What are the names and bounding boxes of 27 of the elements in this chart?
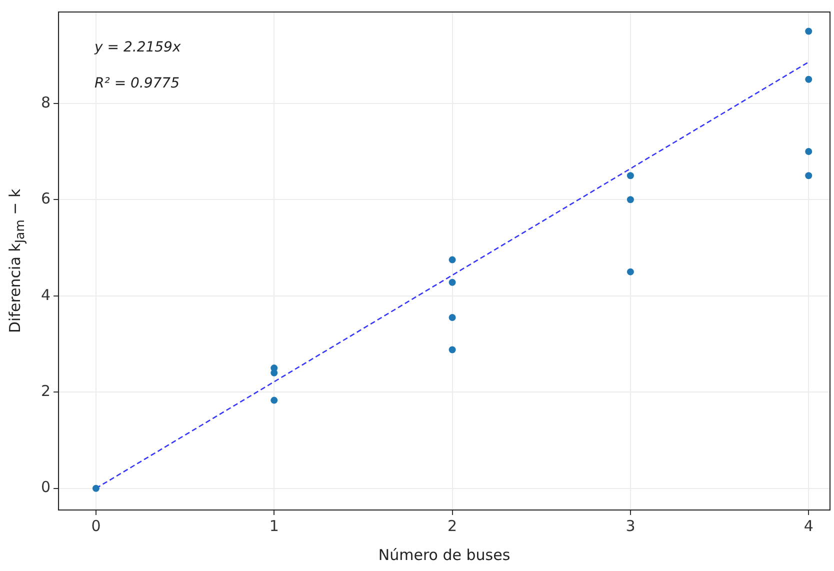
- point: [448, 314, 456, 322]
- point: [92, 484, 100, 492]
- y-tick-label: 4: [40, 286, 51, 304]
- x-axis-title: Número de buses: [378, 546, 510, 564]
- y-tick-label: 0: [40, 478, 51, 496]
- point: [626, 196, 634, 204]
- x-tick-label: 0: [91, 516, 101, 535]
- annotation: R² = 0.9775: [94, 76, 180, 92]
- point: [626, 268, 634, 276]
- point: [448, 256, 456, 264]
- point: [448, 346, 456, 354]
- point: [270, 369, 278, 376]
- x-tick-label: 4: [804, 516, 814, 535]
- point: [805, 148, 812, 156]
- point: [626, 172, 634, 180]
- annotation: y = 2.2159x: [94, 40, 182, 56]
- point: [270, 396, 278, 404]
- point: [448, 278, 456, 286]
- point: [805, 172, 812, 180]
- x-tick-label: 2: [448, 516, 458, 535]
- y-tick-label: 8: [40, 93, 51, 112]
- point: [805, 28, 812, 35]
- y-tick-label: 2: [40, 382, 51, 400]
- x-tick-label: 3: [626, 516, 636, 535]
- x-tick-label: 1: [269, 516, 279, 535]
- point: [805, 76, 812, 83]
- y-tick-label: 6: [40, 190, 51, 208]
